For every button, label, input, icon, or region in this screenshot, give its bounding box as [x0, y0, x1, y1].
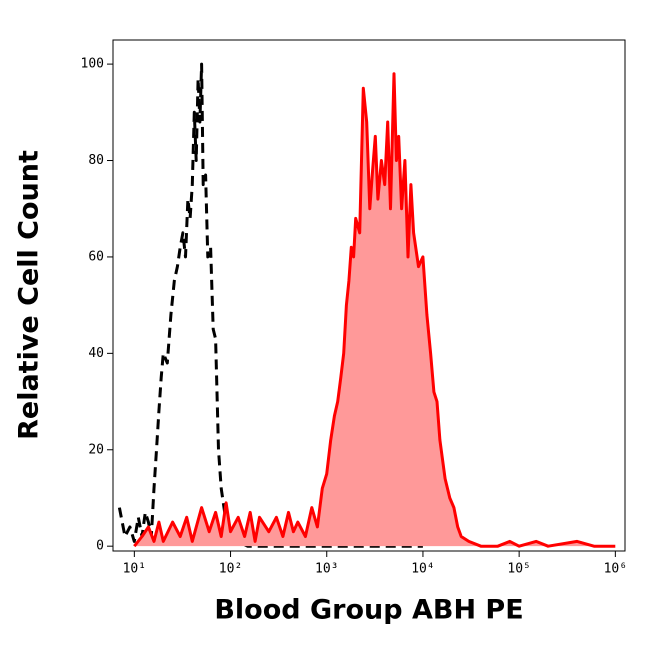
y-tick-label: 40 [88, 346, 104, 361]
y-axis-label: Relative Cell Count [14, 150, 45, 440]
y-tick-label: 60 [88, 249, 104, 264]
x-tick-label: 10² [219, 562, 242, 577]
x-tick-label: 10¹ [123, 562, 146, 577]
area [134, 73, 616, 547]
y-tick-label: 100 [81, 57, 104, 72]
y-tick-label: 20 [88, 442, 104, 457]
plot-frame [112, 39, 626, 552]
y-tick-label: 80 [88, 153, 104, 168]
x-tick-label: 10⁵ [507, 562, 530, 577]
line [133, 72, 616, 548]
x-tick-label: 10⁶ [604, 562, 627, 577]
x-tick-label: 10⁴ [411, 562, 434, 577]
y-tick-label: 0 [96, 539, 104, 554]
x-axis-label: Blood Group ABH PE [214, 595, 523, 626]
x-tick-label: 10³ [315, 562, 338, 577]
